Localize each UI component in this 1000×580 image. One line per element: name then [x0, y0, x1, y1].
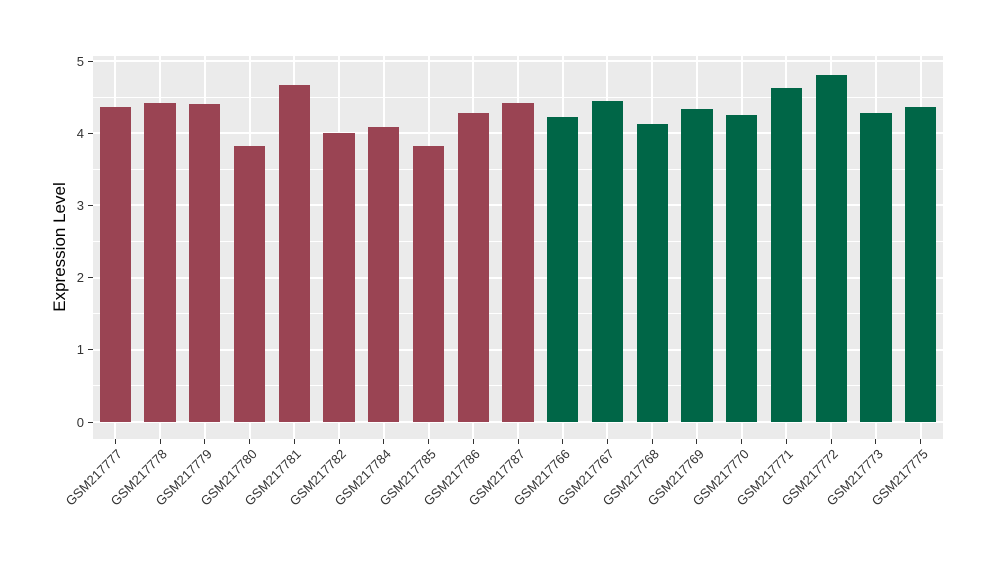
x-axis-tick: [875, 439, 877, 444]
bar: [591, 100, 624, 422]
plot-panel: [93, 56, 943, 439]
bar: [278, 84, 310, 422]
bar: [144, 102, 176, 422]
bar: [412, 146, 445, 422]
y-tick-label: 0: [76, 414, 84, 430]
bar: [681, 109, 713, 422]
bar: [547, 117, 579, 422]
bar: [636, 123, 668, 422]
x-axis-tick: [383, 439, 385, 444]
y-tick-label: 2: [76, 270, 84, 286]
y-axis-tick: [88, 204, 93, 206]
x-axis-tick: [830, 439, 832, 444]
bar: [815, 74, 847, 422]
x-axis-tick: [517, 439, 519, 444]
bar: [323, 133, 355, 422]
bar: [457, 112, 489, 422]
y-tick-label: 5: [76, 53, 84, 69]
bar: [368, 126, 400, 422]
x-axis-tick: [741, 439, 743, 444]
x-axis-tick: [204, 439, 206, 444]
y-axis-tick: [88, 60, 93, 62]
x-axis-tick: [606, 439, 608, 444]
x-axis-tick: [785, 439, 787, 444]
bar: [770, 88, 803, 422]
bar: [233, 146, 266, 422]
x-axis-tick: [338, 439, 340, 444]
bar: [904, 107, 937, 422]
y-tick-label: 3: [76, 197, 84, 213]
x-axis-tick: [562, 439, 564, 444]
bar: [99, 107, 132, 422]
y-axis-tick: [88, 421, 93, 423]
y-axis-tick: [88, 277, 93, 279]
x-axis-tick: [651, 439, 653, 444]
bar: [189, 104, 221, 422]
x-axis-tick: [159, 439, 161, 444]
bar: [726, 115, 758, 422]
x-axis-tick: [293, 439, 295, 444]
x-axis-tick: [920, 439, 922, 444]
y-tick-label: 1: [76, 342, 84, 358]
x-axis-tick: [472, 439, 474, 444]
y-tick-label: 4: [76, 125, 84, 141]
bar: [860, 112, 892, 422]
x-axis-tick: [114, 439, 116, 444]
x-axis-tick: [428, 439, 430, 444]
bar: [502, 102, 534, 422]
x-axis-tick: [249, 439, 251, 444]
y-axis-tick: [88, 349, 93, 351]
y-axis-tick: [88, 132, 93, 134]
x-axis-tick: [696, 439, 698, 444]
